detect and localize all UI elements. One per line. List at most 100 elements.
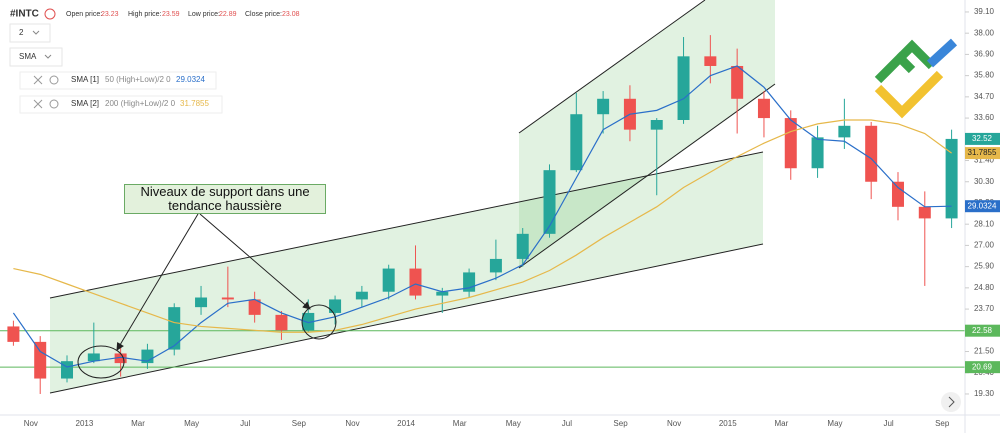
settings-icon[interactable] xyxy=(49,99,59,109)
x-tick-label: Jul xyxy=(562,419,572,428)
x-tick-label: Nov xyxy=(24,419,38,428)
candle-body xyxy=(677,56,690,121)
candle-body xyxy=(329,299,342,313)
y-tick-label: 28.10 xyxy=(974,219,995,228)
indicator-select[interactable] xyxy=(9,47,63,67)
y-tick-label: 36.90 xyxy=(974,50,995,59)
candle-body xyxy=(7,326,20,342)
candle-body xyxy=(248,299,261,315)
candle-body xyxy=(61,361,74,379)
y-tick-label: 21.50 xyxy=(974,347,995,356)
candle-body xyxy=(516,233,529,259)
price-tag xyxy=(965,200,1000,213)
candle-body xyxy=(114,353,127,364)
channel-line xyxy=(49,151,764,299)
x-tick-label: Nov xyxy=(667,419,681,428)
candle-body xyxy=(650,120,663,130)
chevron xyxy=(32,30,40,35)
legend: SMA [1] 50 (High+Low)/2 0 29.0324 SMA [2… xyxy=(19,71,223,114)
price-tag-label: 29.0324 xyxy=(968,201,997,210)
settings-icon[interactable] xyxy=(49,75,59,85)
channel-line xyxy=(518,0,706,134)
logo xyxy=(874,38,958,119)
legend-row xyxy=(19,71,217,90)
candle-body xyxy=(731,65,744,99)
x-tick-label: Nov xyxy=(345,419,359,428)
y-tick-label: 24.80 xyxy=(974,283,995,292)
candle-body xyxy=(195,297,208,308)
remove-icon[interactable] xyxy=(33,99,43,109)
price-tag xyxy=(965,147,1000,160)
y-tick-label: 25.90 xyxy=(974,262,995,271)
y-tick-label: 19.30 xyxy=(974,389,995,398)
annotation: Niveaux de support dans une tendance hau… xyxy=(124,184,326,214)
legend-value: 29.0324 xyxy=(176,75,205,84)
candle-body xyxy=(409,268,422,296)
candle-body xyxy=(382,268,395,292)
arrow xyxy=(199,213,311,310)
channel-line xyxy=(518,83,776,269)
value: 23.23 xyxy=(101,11,119,18)
candle-body xyxy=(704,56,717,66)
candle-body xyxy=(597,98,610,115)
candle-body xyxy=(221,297,234,300)
y-tick-label: 35.80 xyxy=(974,71,995,80)
y-tick-label: 39.10 xyxy=(974,7,995,16)
candle-body xyxy=(168,307,181,350)
candle-body xyxy=(865,125,878,182)
y-tick-label: 34.70 xyxy=(974,92,995,101)
x-tick-label: Sep xyxy=(292,419,307,428)
x-tick-label: 2013 xyxy=(76,419,94,428)
candle-body xyxy=(757,98,770,119)
sma-line xyxy=(13,119,952,333)
chevron xyxy=(44,54,52,59)
x-tick-label: May xyxy=(827,419,842,428)
x-tick-label: 2014 xyxy=(397,419,415,428)
candle-body xyxy=(87,353,100,362)
legend-name: SMA [1] xyxy=(71,75,99,84)
candle-body xyxy=(891,181,904,207)
chevron xyxy=(948,396,955,408)
indicator[interactable]: SMA xyxy=(19,52,37,61)
x-tick-label: Mar xyxy=(131,419,145,428)
symbol: #INTC xyxy=(10,9,39,20)
value: 23.08 xyxy=(282,11,300,18)
x-tick-label: Mar xyxy=(453,419,467,428)
logo-part xyxy=(874,70,944,119)
interval-select[interactable] xyxy=(9,23,51,43)
candle-body xyxy=(355,291,368,300)
candle-body xyxy=(784,118,797,169)
candle-body xyxy=(945,138,958,219)
highlight-ellipse xyxy=(301,304,337,340)
interval[interactable]: 2 xyxy=(19,28,24,37)
candle-body xyxy=(34,341,47,379)
candle-body xyxy=(302,312,315,331)
x-tick-label: May xyxy=(506,419,521,428)
candle-body xyxy=(275,314,288,331)
candle-body xyxy=(811,137,824,169)
x-tick-label: Jul xyxy=(883,419,893,428)
label: High price: xyxy=(128,11,162,18)
remove-icon[interactable] xyxy=(33,75,43,85)
logo-part xyxy=(874,51,916,84)
candle-body xyxy=(918,206,931,219)
channel-line xyxy=(49,243,764,394)
price-tag-label: 22.58 xyxy=(972,326,993,335)
y-tick-label: 23.70 xyxy=(974,304,995,313)
price-tag xyxy=(965,132,1000,145)
price-tag-label: 20.69 xyxy=(972,362,993,371)
candle-body xyxy=(543,170,556,234)
value: 22.89 xyxy=(219,11,237,18)
highlight-ellipse xyxy=(77,345,125,379)
legend-row xyxy=(19,95,223,114)
channels xyxy=(49,0,776,394)
y-tick-label: 27.00 xyxy=(974,241,995,250)
legend-name: SMA [2] xyxy=(71,99,99,108)
clock-icon xyxy=(44,8,56,20)
y-tick-label: 38.00 xyxy=(974,28,995,37)
candle-body xyxy=(436,291,449,296)
scroll-button[interactable] xyxy=(941,392,961,412)
channel-fill xyxy=(50,152,763,393)
